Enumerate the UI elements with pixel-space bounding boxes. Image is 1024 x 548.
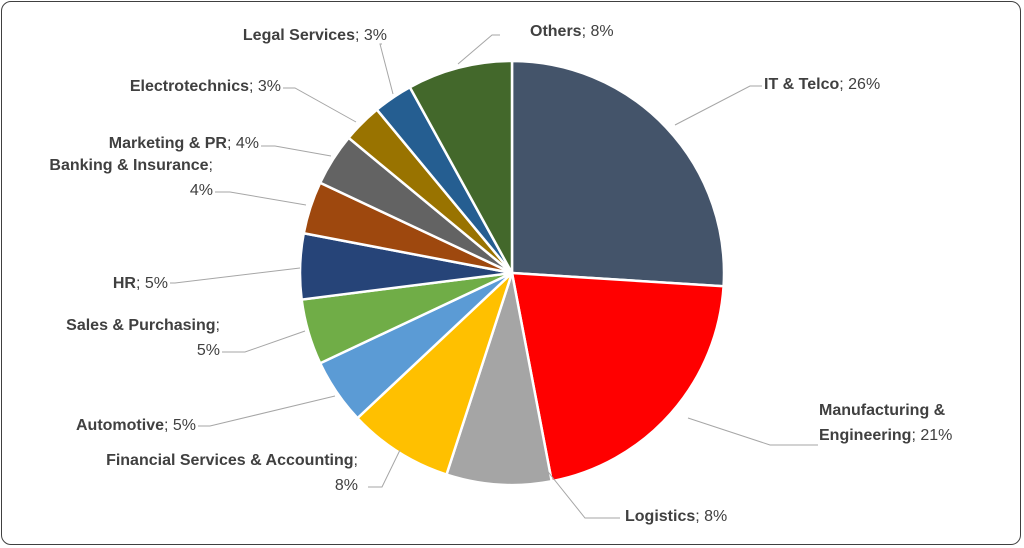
pie-slices [298,59,726,487]
leader-line-it-telco [674,85,762,126]
data-label-marketing-pr: Marketing & PR; 4% [109,135,259,152]
leader-line-electrotechnics [283,87,357,123]
data-label-legal-services: Legal Services; 3% [243,27,387,44]
pie-slice-financial-services-accounting [355,272,514,477]
data-label-automotive: Automotive; 5% [76,417,196,434]
leader-line-legal-services [379,43,394,95]
leader-line-manufacturing-engineering [687,417,818,446]
data-label-banking-insurance: Banking & Insurance; 4% [49,157,213,199]
data-label-logistics: Logistics; 8% [625,508,727,525]
pie-slice-logistics [444,272,554,487]
data-label-manufacturing-engineering: Manufacturing & Engineering; 21% [819,402,952,444]
pie-slice-others [408,59,514,274]
leader-line-marketing-pr [261,145,332,157]
data-label-it-telco: IT & Telco; 26% [764,76,880,93]
pie-slice-manufacturing-engineering [510,271,725,483]
leader-line-hr [170,267,301,284]
leader-line-sales-purchasing [222,330,306,353]
data-label-financial-services-accounting: Financial Services & Accounting; 8% [106,452,358,494]
leader-lines [170,34,818,519]
data-label-electrotechnics: Electrotechnics; 3% [130,78,281,95]
data-label-hr: HR; 5% [113,275,168,292]
data-label-sales-purchasing: Sales & Purchasing; 5% [66,317,220,359]
leader-line-financial-services-accounting [368,449,401,488]
leader-line-automotive [198,395,336,427]
leader-line-others [457,34,500,65]
leader-line-logistics [544,467,620,519]
leader-line-banking-insurance [215,191,307,206]
data-labels: IT & Telco; 26% Manufacturing & Engineerin… [49,23,952,525]
data-label-others: Others; 8% [530,23,614,40]
pie-slice-it-telco [510,59,726,288]
